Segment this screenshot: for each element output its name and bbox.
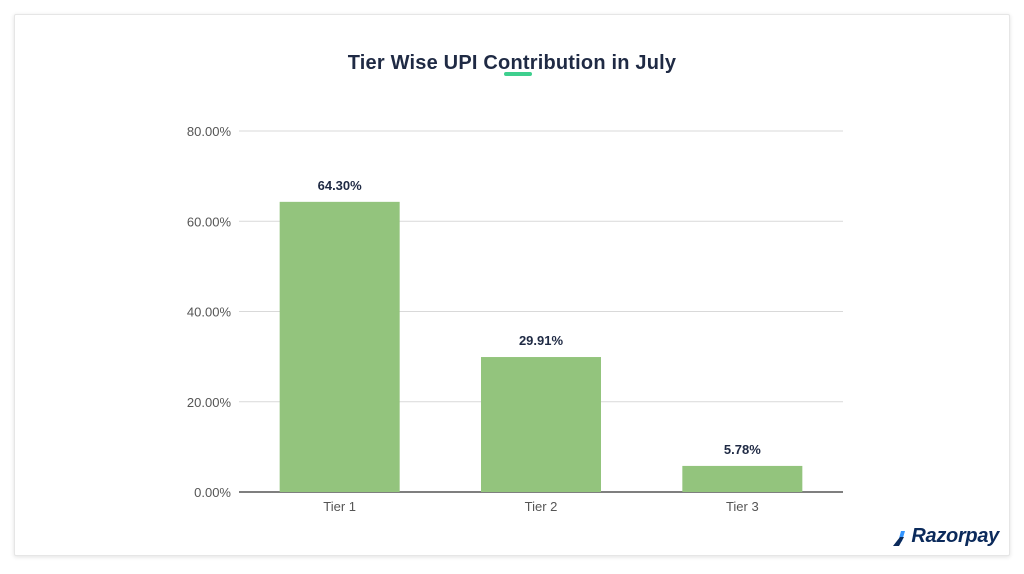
razorpay-logo-icon <box>893 530 906 546</box>
y-tick-label: 0.00% <box>194 485 231 500</box>
y-tick-label: 20.00% <box>187 395 232 410</box>
x-tick-label: Tier 2 <box>525 499 558 514</box>
chart-title: Tier Wise UPI Contribution in July <box>347 52 677 74</box>
x-tick-labels: Tier 1 Tier 2 Tier 3 <box>323 499 758 514</box>
bar <box>682 465 803 492</box>
title-underline <box>504 72 532 76</box>
data-label: 29.91% <box>519 333 564 348</box>
y-tick-label: 60.00% <box>187 214 232 229</box>
x-tick-label: Tier 3 <box>726 499 759 514</box>
bars <box>279 201 803 492</box>
y-tick-labels: 0.00% 20.00% 40.00% 60.00% 80.00% <box>187 124 232 500</box>
chart-card: Tier Wise UPI Contribution in July 64.30… <box>14 14 1010 556</box>
y-tick-label: 40.00% <box>187 305 232 320</box>
bar <box>279 201 400 492</box>
brand-name: Razorpay <box>911 525 999 547</box>
bar <box>481 357 601 492</box>
data-label: 64.30% <box>318 178 363 193</box>
y-tick-label: 80.00% <box>187 124 232 139</box>
data-labels: 64.30% 29.91% 5.78% <box>318 178 762 457</box>
x-tick-label: Tier 1 <box>323 499 356 514</box>
razorpay-logo: Razorpay <box>893 525 999 548</box>
bar-chart: 64.30% 29.91% 5.78% Tier 1 Tier 2 Tier 3 0.0… <box>187 124 843 514</box>
data-label: 5.78% <box>724 442 761 457</box>
